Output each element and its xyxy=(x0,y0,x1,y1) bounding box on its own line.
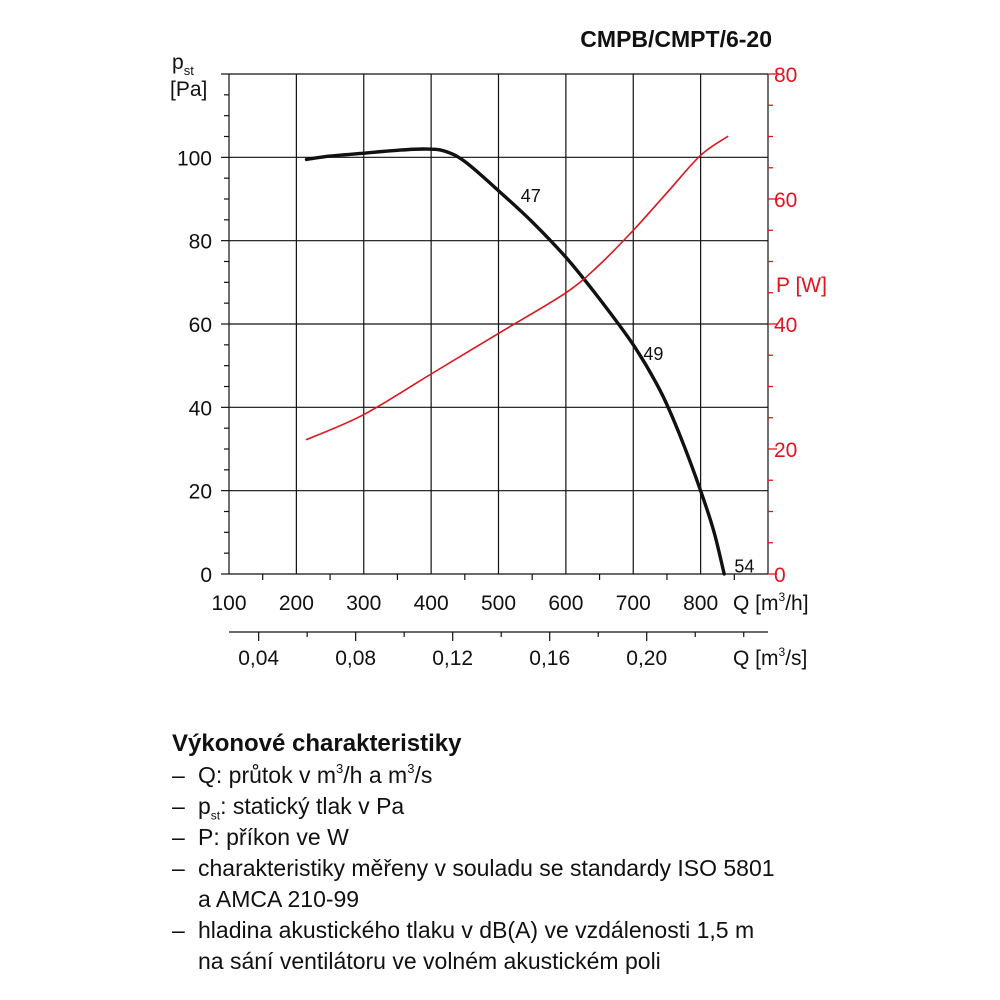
legend-item-standards: – charakteristiky měřeny v souladu se st… xyxy=(172,855,775,912)
x2-tick-label: 0,04 xyxy=(238,647,279,670)
chart-title: CMPB/CMPT/6-20 xyxy=(580,26,772,52)
y-right-axis: 0 20 40 60 80 xyxy=(768,64,797,587)
x2-tick-label: 0,08 xyxy=(335,647,376,670)
x2-tick-label: 0,12 xyxy=(432,647,473,670)
legend-block: Výkonové charakteristiky – Q: průtok v m… xyxy=(172,728,972,977)
y-left-tick-label: 60 xyxy=(189,314,212,337)
x-tick-label: 100 xyxy=(211,592,246,615)
chart-curves: 47 49 54 xyxy=(304,135,754,577)
curve-noise-label: 49 xyxy=(643,344,663,364)
x2-tick-label: 0,16 xyxy=(529,647,570,670)
legend-item-noise: – hladina akustického tlaku v dB(A) ve v… xyxy=(172,917,755,974)
x-tick-label: 600 xyxy=(548,592,583,615)
x-tick-label: 200 xyxy=(279,592,314,615)
legend-item-static-pressure: – pst: statický tlak v Pa xyxy=(172,793,405,823)
legend-item-power: – P: příkon ve W xyxy=(172,822,972,853)
x-tick-label: 400 xyxy=(414,592,449,615)
legend-heading: Výkonové charakteristiky xyxy=(172,730,462,757)
curve-noise-label: 54 xyxy=(734,557,754,577)
legend-dash: – xyxy=(172,762,185,788)
chart-grid xyxy=(228,73,769,575)
legend-dash: – xyxy=(172,855,185,881)
x-axis: 100 200 300 400 500 600 700 800 xyxy=(211,574,735,615)
x-tick-label: 800 xyxy=(683,592,718,615)
x-axis-label: Q [m3/h] xyxy=(733,590,809,615)
legend-dash: – xyxy=(172,793,185,819)
curve-noise-label: 47 xyxy=(521,186,541,206)
y-left-tick-label: 80 xyxy=(189,231,212,254)
y-left-tick-label: 40 xyxy=(189,397,212,420)
legend-dash: – xyxy=(172,824,185,850)
x-tick-label: 300 xyxy=(346,592,381,615)
x2-axis: 0,04 0,08 0,12 0,16 0,20 xyxy=(229,631,768,670)
x2-axis-label: Q [m3/s] xyxy=(733,645,807,670)
x-tick-label: 500 xyxy=(481,592,516,615)
legend-dash: – xyxy=(172,917,185,943)
y-left-axis-label: pst xyxy=(172,51,194,78)
legend-item-flow: – Q: průtok v m3/h a m3/s xyxy=(172,760,972,791)
legend-list: – Q: průtok v m3/h a m3/s – pst: statick… xyxy=(172,760,972,977)
y-left-tick-label: 20 xyxy=(189,481,212,504)
y-right-tick-label: 40 xyxy=(774,314,797,337)
performance-chart: 0 20 40 60 80 100 0 20 40 60 80 100 200 300 400 500 60… xyxy=(170,26,827,670)
pressure-curve xyxy=(304,147,726,576)
y-left-tick-label: 0 xyxy=(200,564,212,587)
y-right-tick-label: 0 xyxy=(774,564,786,587)
y-right-tick-label: 20 xyxy=(774,439,797,462)
y-left-axis: 0 20 40 60 80 100 xyxy=(177,73,229,587)
y-right-tick-label: 80 xyxy=(774,64,797,87)
x2-tick-label: 0,20 xyxy=(626,647,667,670)
y-right-tick-label: 60 xyxy=(774,189,797,212)
y-right-axis-label: P [W] xyxy=(776,274,827,297)
power-curve xyxy=(305,135,729,441)
y-left-tick-label: 100 xyxy=(177,147,212,170)
x-tick-label: 700 xyxy=(616,592,651,615)
y-left-axis-unit: [Pa] xyxy=(170,78,207,101)
